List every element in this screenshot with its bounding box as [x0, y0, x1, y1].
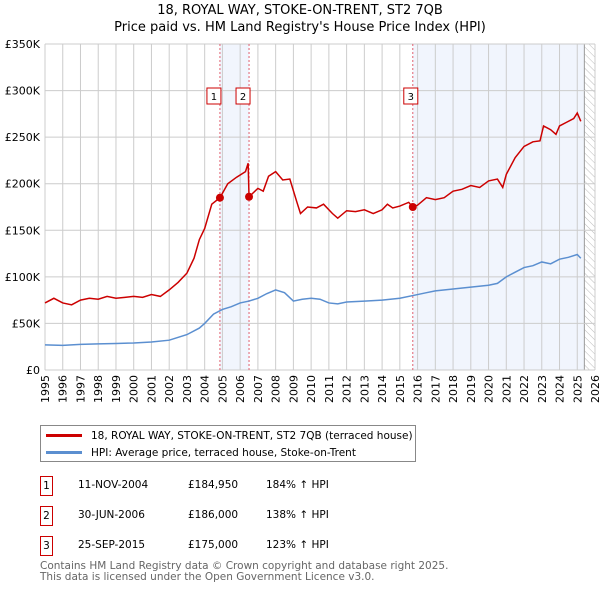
x-tick-label: 2001 [145, 375, 158, 403]
x-tick-label: 2002 [163, 375, 176, 403]
y-tick-label: £250K [5, 131, 41, 144]
x-tick-label: 2008 [270, 375, 283, 403]
x-tick-label: 1996 [57, 375, 70, 403]
x-tick-label: 1997 [74, 375, 87, 403]
x-tick-label: 2024 [554, 375, 567, 403]
transaction-row: 1 11-NOV-2004 £184,950 184% ↑ HPI [40, 476, 600, 496]
legend-item-hpi: HPI: Average price, terraced house, Stok… [46, 444, 356, 461]
x-tick-label: 2013 [358, 375, 371, 403]
x-tick-label: 2005 [216, 375, 229, 403]
forecast-hatch [584, 44, 595, 370]
x-tick-label: 2023 [536, 375, 549, 403]
legend-item-property: 18, ROYAL WAY, STOKE-ON-TRENT, ST2 7QB (… [46, 427, 413, 444]
marker-box [235, 87, 251, 105]
x-tick-label: 2010 [305, 375, 318, 403]
x-tick-label: 2022 [518, 375, 531, 403]
x-tick-label: 2012 [341, 375, 354, 403]
x-tick-label: 2025 [571, 375, 584, 403]
y-tick-label: £0 [26, 364, 40, 377]
x-tick-label: 2016 [412, 375, 425, 403]
footer: Contains HM Land Registry data © Crown c… [40, 560, 449, 583]
transaction-price: £175,000 [188, 539, 239, 551]
x-tick-label: 2018 [447, 375, 460, 403]
x-tick-label: 2007 [252, 375, 265, 403]
transaction-number: 1 [40, 476, 53, 496]
marker-label: 3 [408, 92, 414, 103]
transaction-hpi: 123% ↑ HPI [266, 539, 329, 551]
sale-point [245, 192, 254, 201]
y-tick-label: £50K [12, 317, 41, 330]
marker-label: 2 [240, 92, 246, 103]
x-tick-label: 2017 [429, 375, 442, 403]
transaction-number: 3 [40, 536, 53, 556]
transaction-date: 11-NOV-2004 [78, 479, 149, 491]
y-tick-label: £350K [5, 38, 41, 51]
x-tick-label: 2009 [287, 375, 300, 403]
y-tick-label: £300K [5, 85, 41, 98]
marker-box [403, 87, 419, 105]
sale-point [215, 193, 224, 202]
x-tick-label: 2021 [500, 375, 513, 403]
x-tick-label: 2026 [589, 375, 600, 403]
transaction-number: 2 [40, 506, 53, 526]
y-tick-label: £100K [5, 271, 41, 284]
x-tick-label: 2014 [376, 375, 389, 403]
legend: 18, ROYAL WAY, STOKE-ON-TRENT, ST2 7QB (… [40, 425, 416, 462]
x-tick-label: 2011 [323, 375, 336, 403]
chart-title: 18, ROYAL WAY, STOKE-ON-TRENT, ST2 7QB [157, 3, 443, 18]
x-tick-label: 1998 [92, 375, 105, 403]
x-tick-label: 2020 [483, 375, 496, 403]
y-tick-label: £150K [5, 224, 41, 237]
marker-box [206, 87, 222, 105]
x-tick-label: 1995 [39, 375, 52, 403]
price-chart: 1995 1996 1997 1998 1999 2000 2001 2002 2003 2004… [5, 38, 600, 403]
marker-label: 1 [211, 92, 217, 103]
x-tick-label: 2019 [465, 375, 478, 403]
transaction-date: 25-SEP-2015 [78, 539, 146, 551]
transaction-price: £184,950 [188, 479, 239, 491]
transaction-date: 30-JUN-2006 [78, 509, 145, 521]
x-tick-label: 2000 [128, 375, 141, 403]
transaction-hpi: 138% ↑ HPI [266, 509, 329, 521]
x-tick-label: 2015 [394, 375, 407, 403]
transaction-row: 2 30-JUN-2006 £186,000 138% ↑ HPI [40, 506, 600, 526]
transaction-price: £186,000 [188, 509, 239, 521]
chart-subtitle: Price paid vs. HM Land Registry's House … [114, 20, 486, 35]
sale-point [408, 203, 417, 211]
property-line [44, 111, 582, 306]
transaction-row: 3 25-SEP-2015 £175,000 123% ↑ HPI [40, 536, 600, 556]
shaded-region [412, 44, 585, 370]
x-tick-label: 2003 [181, 375, 194, 403]
x-tick-label: 1999 [110, 375, 123, 403]
transaction-hpi: 184% ↑ HPI [266, 479, 329, 491]
hpi-line [44, 253, 582, 347]
y-tick-label: £200K [5, 178, 41, 191]
x-tick-label: 2006 [234, 375, 247, 403]
x-tick-label: 2004 [199, 375, 212, 403]
